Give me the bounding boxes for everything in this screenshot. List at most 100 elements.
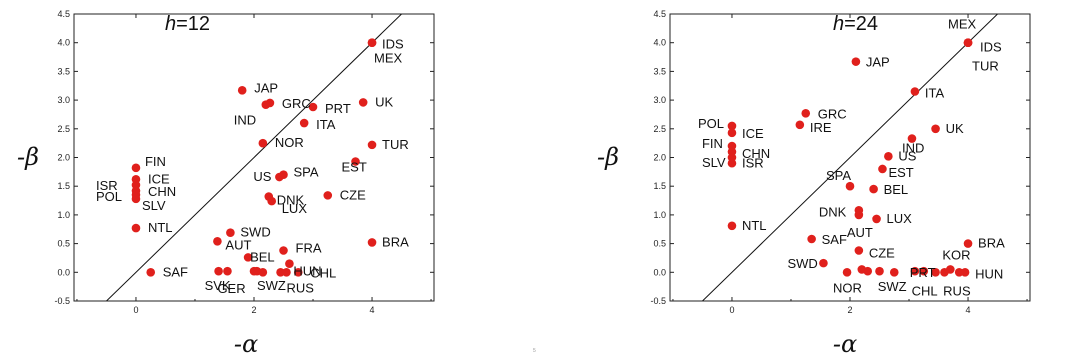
point-label-ids: IDS	[382, 37, 404, 52]
data-point-hun	[960, 268, 970, 277]
x-tick-label: 0	[729, 305, 734, 315]
data-point-mex	[367, 38, 377, 47]
data-point-nor	[258, 138, 268, 148]
data-point-rus	[954, 268, 964, 277]
data-point	[875, 266, 884, 276]
data-point-jap	[851, 57, 861, 66]
y-tick-label: 4.0	[57, 38, 70, 48]
point-label-nor: NOR	[275, 135, 304, 150]
point-label-bra: BRA	[978, 236, 1005, 251]
data-point-swd	[226, 228, 235, 237]
point-label-hun: HUN	[293, 264, 321, 279]
y-tick-label: 1.0	[653, 210, 666, 220]
data-point-swd	[819, 258, 828, 268]
data-point-us	[884, 152, 893, 161]
point-label-uk: UK	[375, 94, 393, 109]
point-label-grc: GRC	[818, 106, 847, 121]
y-tick-label: 1.5	[653, 181, 666, 191]
data-point-bra	[367, 238, 377, 247]
point-label-pol: POL	[698, 116, 724, 131]
x-tick-label: 0	[133, 305, 138, 315]
data-point-hun	[285, 259, 294, 268]
y-tick-label: 0.5	[653, 239, 666, 249]
point-label-spa: SPA	[826, 168, 851, 183]
point-label-rus: RUS	[286, 280, 314, 295]
point-label-svk: SVK	[205, 278, 231, 293]
point-label-fra: FRA	[296, 240, 322, 255]
point-label-jap: JAP	[254, 80, 278, 95]
data-point-pol	[727, 121, 737, 131]
data-point-nor	[842, 268, 852, 277]
data-point-uk	[358, 98, 368, 107]
data-point	[889, 268, 899, 277]
point-label-lux: LUX	[282, 201, 308, 216]
data-point-lux	[267, 196, 277, 206]
data-point-ind	[907, 134, 917, 143]
y-tick-label: 0.0	[653, 267, 666, 277]
x-tick-label: 2	[251, 305, 256, 315]
y-axis-label: -β	[597, 143, 619, 171]
point-label-prt: PRT	[910, 265, 936, 280]
point-label-pol: POL	[96, 189, 122, 204]
data-point-ita	[299, 118, 309, 128]
data-point	[910, 266, 920, 276]
data-point	[940, 268, 949, 277]
point-label-ids: IDS	[980, 40, 1002, 55]
point-label-slv: SLV	[702, 155, 726, 170]
point-label-swz: SWZ	[257, 278, 286, 293]
point-label-nor: NOR	[833, 280, 862, 295]
data-point-fra	[279, 246, 288, 255]
data-point-uk	[931, 124, 940, 134]
data-point-grc	[801, 109, 811, 118]
point-label-ntl: NTL	[148, 220, 173, 235]
data-point-cze	[854, 246, 864, 255]
data-point-saf	[807, 234, 816, 244]
point-label-dnk: DNK	[819, 204, 847, 219]
reference-line	[106, 14, 402, 301]
data-point-bra	[963, 239, 973, 248]
x-tick-label: 4	[370, 305, 375, 315]
data-point-ire	[795, 120, 805, 130]
point-label-ice: ICE	[742, 126, 764, 141]
data-point-ntl	[727, 221, 737, 231]
point-label-grc: GRC	[282, 96, 311, 111]
chart-title: h=24	[833, 13, 878, 35]
point-label-fin: FIN	[702, 136, 723, 151]
y-tick-label: 2.0	[653, 153, 666, 163]
y-tick-label: 2.5	[57, 124, 70, 134]
data-point	[276, 268, 285, 277]
point-label-isr: ISR	[96, 178, 118, 193]
point-label-swz: SWZ	[878, 279, 907, 294]
data-point-jap	[237, 86, 247, 95]
point-label-slv: SLV	[142, 198, 166, 213]
data-point	[258, 268, 268, 277]
point-label-est: EST	[888, 165, 913, 180]
data-point	[249, 266, 259, 276]
data-point-svk	[214, 266, 223, 276]
data-point-ita	[910, 87, 920, 96]
data-point-rus	[282, 268, 291, 277]
data-point-ntl	[131, 223, 141, 233]
point-label-uk: UK	[946, 121, 964, 136]
data-point	[857, 265, 867, 274]
data-point-spa	[279, 170, 288, 180]
data-point-est	[351, 157, 360, 166]
y-tick-label: 3.5	[653, 66, 666, 76]
point-label-tur: TUR	[972, 59, 999, 74]
point-label-ita: ITA	[925, 85, 945, 100]
point-label-ntl: NTL	[742, 218, 767, 233]
data-point-spa	[845, 181, 855, 191]
x-axis-label: -α	[234, 330, 258, 358]
point-label-saf: SAF	[163, 264, 188, 279]
y-tick-label: -0.5	[650, 296, 666, 306]
data-point-tur	[963, 38, 973, 47]
data-point-saf	[146, 268, 156, 277]
page-mark: 5	[533, 348, 536, 354]
point-label-bra: BRA	[382, 234, 409, 249]
data-point-bel	[869, 184, 878, 194]
y-tick-label: 4.5	[653, 9, 666, 19]
data-point-aut	[213, 237, 222, 246]
point-label-swd: SWD	[240, 225, 270, 240]
point-label-chl: CHL	[310, 265, 336, 280]
y-tick-label: -0.5	[54, 296, 70, 306]
